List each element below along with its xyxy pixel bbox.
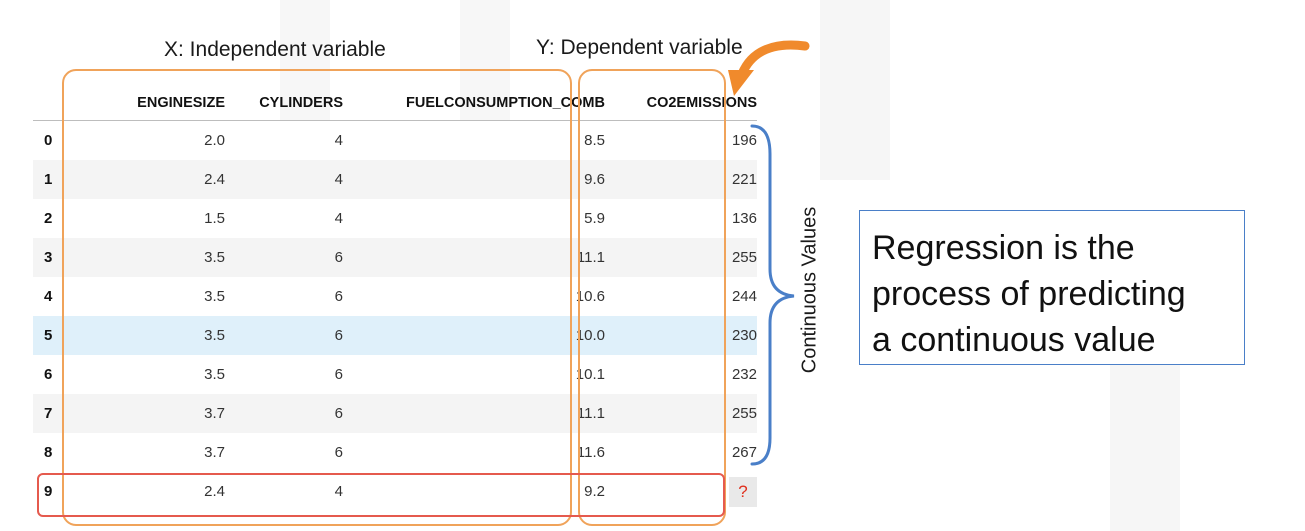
cylinders-cell: 6 bbox=[225, 316, 343, 355]
highlighted-table-row: 5 3.5 6 10.0 230 bbox=[33, 316, 757, 355]
cylinders-cell: 4 bbox=[225, 472, 343, 511]
cylinders-cell: 6 bbox=[225, 355, 343, 394]
co2emissions-cell: 255 bbox=[605, 394, 757, 433]
enginesize-cell: 2.4 bbox=[84, 472, 225, 511]
row-index: 2 bbox=[33, 199, 84, 238]
cylinders-cell: 6 bbox=[225, 277, 343, 316]
fuelconsumption-cell: 10.6 bbox=[343, 277, 605, 316]
row-index: 6 bbox=[33, 355, 84, 394]
co2emissions-cell: 244 bbox=[605, 277, 757, 316]
unknown-row-box bbox=[37, 473, 725, 517]
table-header-row: ENGINESIZE CYLINDERS FUELCONSUMPTION_COM… bbox=[33, 86, 757, 121]
fuelconsumption-header: FUELCONSUMPTION_COMB bbox=[343, 86, 605, 121]
enginesize-cell: 3.7 bbox=[84, 433, 225, 472]
row-index: 1 bbox=[33, 160, 84, 199]
co2emissions-cell: 267 bbox=[605, 433, 757, 472]
cylinders-cell: 6 bbox=[225, 433, 343, 472]
cylinders-header: CYLINDERS bbox=[225, 86, 343, 121]
row-index: 8 bbox=[33, 433, 84, 472]
fuelconsumption-cell: 8.5 bbox=[343, 120, 605, 160]
enginesize-header: ENGINESIZE bbox=[84, 86, 225, 121]
row-index: 7 bbox=[33, 394, 84, 433]
table-row: 6 3.5 6 10.1 232 bbox=[33, 355, 757, 394]
enginesize-cell: 3.7 bbox=[84, 394, 225, 433]
question-mark-icon: ? bbox=[729, 476, 757, 507]
row-index: 5 bbox=[33, 316, 84, 355]
table-row: 7 3.7 6 11.1 255 bbox=[33, 394, 757, 433]
fuelconsumption-cell: 9.6 bbox=[343, 160, 605, 199]
co2emissions-header: CO2EMISSIONS bbox=[605, 86, 757, 121]
co2emissions-cell: 136 bbox=[605, 199, 757, 238]
enginesize-cell: 3.5 bbox=[84, 355, 225, 394]
callout-line: Regression is the bbox=[872, 229, 1135, 267]
dependent-variable-box bbox=[578, 69, 726, 526]
table-row: 2 1.5 4 5.9 136 bbox=[33, 199, 757, 238]
fuelconsumption-cell: 10.1 bbox=[343, 355, 605, 394]
co2emissions-cell: 230 bbox=[605, 316, 757, 355]
enginesize-cell: 1.5 bbox=[84, 199, 225, 238]
x-variable-label: X: Independent variable bbox=[164, 38, 386, 61]
fuelconsumption-cell: 11.1 bbox=[343, 394, 605, 433]
cylinders-cell: 4 bbox=[225, 160, 343, 199]
fuelconsumption-cell: 10.0 bbox=[343, 316, 605, 355]
index-header bbox=[33, 86, 84, 121]
table-row: 0 2.0 4 8.5 196 bbox=[33, 120, 757, 160]
independent-variables-box bbox=[62, 69, 572, 526]
fuelconsumption-cell: 11.1 bbox=[343, 238, 605, 277]
cylinders-cell: 6 bbox=[225, 238, 343, 277]
continuous-values-label: Continuous Values bbox=[798, 206, 821, 374]
definition-callout: Regression is the process of predicting … bbox=[859, 210, 1245, 365]
table-row: 1 2.4 4 9.6 221 bbox=[33, 160, 757, 199]
curly-brace-icon bbox=[750, 124, 795, 466]
co2emissions-cell: ? bbox=[605, 472, 757, 511]
row-index: 0 bbox=[33, 120, 84, 160]
cylinders-cell: 6 bbox=[225, 394, 343, 433]
fuelconsumption-cell: 9.2 bbox=[343, 472, 605, 511]
enginesize-cell: 3.5 bbox=[84, 277, 225, 316]
table-row: 8 3.7 6 11.6 267 bbox=[33, 433, 757, 472]
enginesize-cell: 3.5 bbox=[84, 316, 225, 355]
fuelconsumption-cell: 5.9 bbox=[343, 199, 605, 238]
callout-line: a continuous value bbox=[872, 321, 1156, 359]
enginesize-cell: 2.0 bbox=[84, 120, 225, 160]
enginesize-cell: 2.4 bbox=[84, 160, 225, 199]
y-variable-label: Y: Dependent variable bbox=[536, 36, 743, 59]
fuelconsumption-cell: 11.6 bbox=[343, 433, 605, 472]
cylinders-cell: 4 bbox=[225, 120, 343, 160]
unknown-target-row: 9 2.4 4 9.2 ? bbox=[33, 472, 757, 511]
enginesize-cell: 3.5 bbox=[84, 238, 225, 277]
table-row: 3 3.5 6 11.1 255 bbox=[33, 238, 757, 277]
co2emissions-cell: 255 bbox=[605, 238, 757, 277]
cylinders-cell: 4 bbox=[225, 199, 343, 238]
row-index: 3 bbox=[33, 238, 84, 277]
co2emissions-cell: 221 bbox=[605, 160, 757, 199]
dataframe-table: ENGINESIZE CYLINDERS FUELCONSUMPTION_COM… bbox=[33, 86, 757, 511]
row-index: 4 bbox=[33, 277, 84, 316]
table-row: 4 3.5 6 10.6 244 bbox=[33, 277, 757, 316]
co2emissions-cell: 232 bbox=[605, 355, 757, 394]
callout-line: process of predicting bbox=[872, 275, 1186, 313]
co2emissions-cell: 196 bbox=[605, 120, 757, 160]
